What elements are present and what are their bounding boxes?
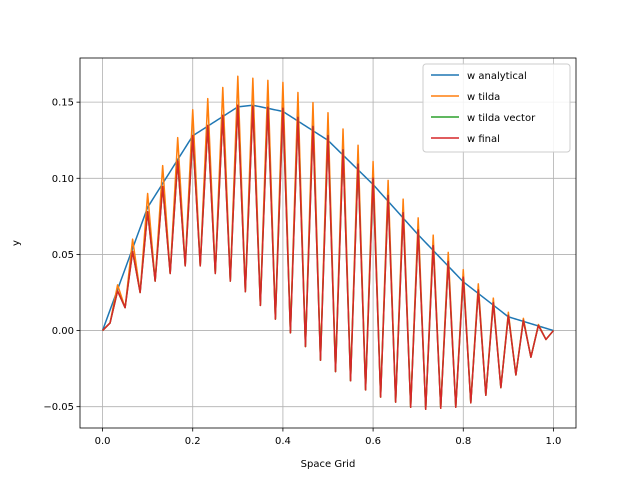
y-tick-label: −0.05 xyxy=(43,402,74,413)
x-tick-label: 0.0 xyxy=(95,436,111,447)
series-layer xyxy=(101,75,555,410)
x-tick-label: 1.0 xyxy=(546,436,562,447)
y-tick-label: 0.10 xyxy=(52,174,74,185)
legend-label: w final xyxy=(467,134,500,145)
plot-area-frame xyxy=(79,57,577,429)
x-tick-label: 0.8 xyxy=(455,436,471,447)
legend-label: w tilda vector xyxy=(467,113,536,124)
legend-label: w tilda xyxy=(467,92,500,103)
y-tick-label: 0.15 xyxy=(52,98,74,109)
x-axis: 0.0 0.2 0.4 0.6 0.8 1.0 xyxy=(95,428,562,447)
y-tick-label: 0.05 xyxy=(52,250,74,261)
x-tick-label: 0.2 xyxy=(185,436,201,447)
y-tick-label: 0.00 xyxy=(52,326,74,337)
series-line-w-tilda xyxy=(102,75,555,410)
x-tick-label: 0.6 xyxy=(365,436,381,447)
y-axis: −0.05 0.00 0.05 0.10 0.15 xyxy=(43,98,80,413)
legend-label: w analytical xyxy=(467,71,527,82)
x-tick-label: 0.4 xyxy=(275,436,291,447)
series-line-w-final xyxy=(102,104,555,410)
legend: w analytical w tilda w tilda vector w final xyxy=(422,63,571,153)
legend-box xyxy=(422,63,571,153)
y-axis-label: y xyxy=(11,240,22,246)
x-axis-label: Space Grid xyxy=(301,459,356,470)
